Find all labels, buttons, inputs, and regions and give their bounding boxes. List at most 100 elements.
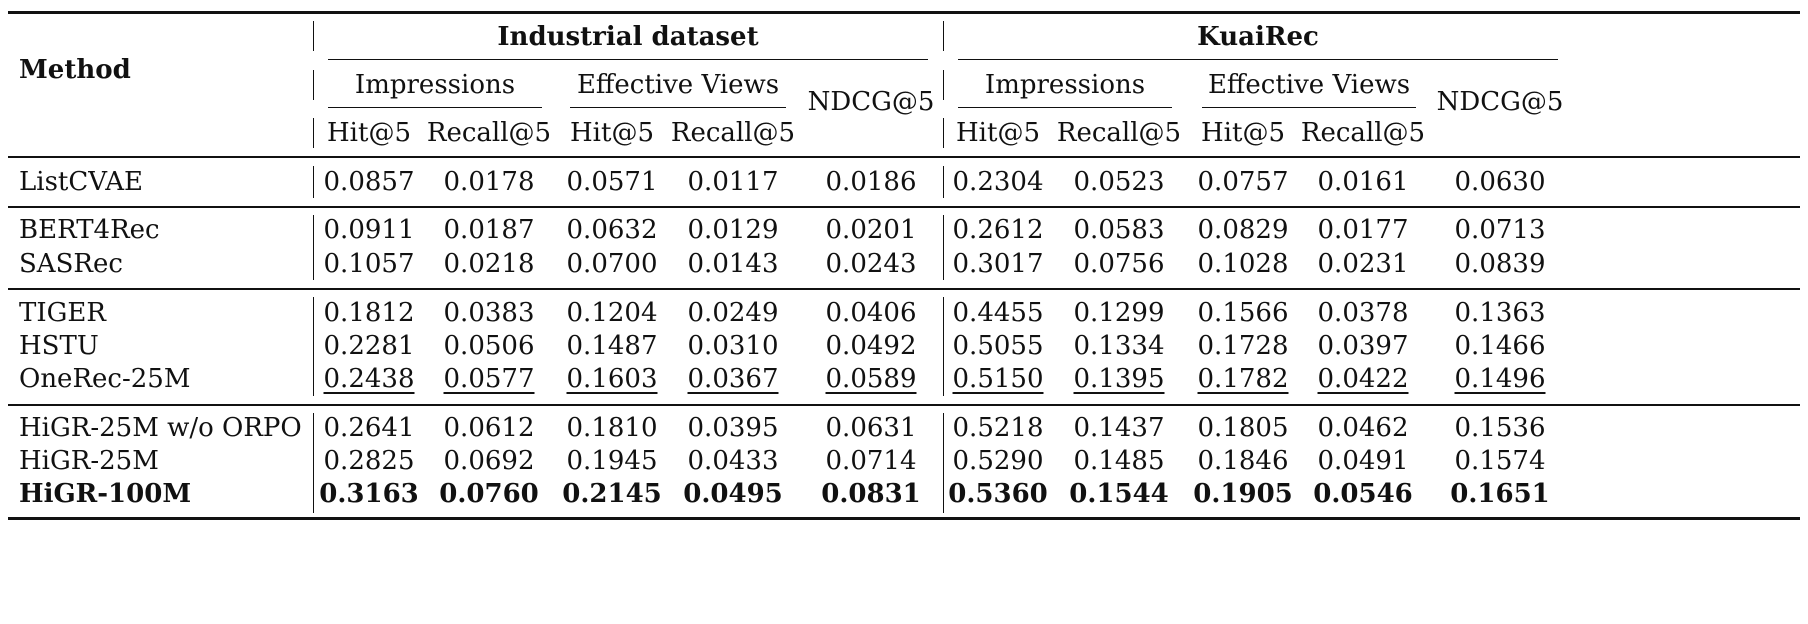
method-header: Method xyxy=(19,55,131,85)
group-rule-2 xyxy=(8,288,1800,290)
value-cell: 0.0612 xyxy=(443,413,535,443)
value-cell: 0.5150 xyxy=(952,364,1044,394)
value-cell: 0.0700 xyxy=(566,249,658,279)
value-cell: 0.5218 xyxy=(952,413,1044,443)
group-header-industrial: Industrial dataset xyxy=(497,22,759,52)
value-cell: 0.0692 xyxy=(443,446,535,476)
value-cell: 0.0243 xyxy=(825,249,917,279)
vsep-body xyxy=(313,413,315,513)
value-cell: 0.0839 xyxy=(1454,249,1546,279)
method-cell: OneRec-25M xyxy=(19,364,191,394)
value-cell: 0.0143 xyxy=(687,249,779,279)
group-header-kuairec: KuaiRec xyxy=(1197,22,1319,52)
value-cell: 0.1810 xyxy=(566,413,658,443)
value-cell: 0.2641 xyxy=(323,413,415,443)
header-mid-rule xyxy=(8,156,1800,158)
value-cell: 0.0857 xyxy=(323,167,415,197)
subgroup-effective-views: Effective Views xyxy=(1207,70,1411,100)
vsep-header xyxy=(943,118,945,148)
subgroup-ndcg: NDCG@5 xyxy=(1436,87,1564,117)
vsep-body xyxy=(313,297,315,396)
method-cell: ListCVAE xyxy=(19,167,144,197)
vsep-body xyxy=(943,166,945,198)
value-cell: 0.0829 xyxy=(1197,215,1289,245)
cmidrule-ind-effective xyxy=(570,107,786,109)
value-cell: 0.2612 xyxy=(952,215,1044,245)
value-cell: 0.0218 xyxy=(443,249,535,279)
value-cell: 0.2825 xyxy=(323,446,415,476)
value-cell: 0.0495 xyxy=(683,479,783,509)
value-cell: 0.0231 xyxy=(1317,249,1409,279)
value-cell: 0.1905 xyxy=(1193,479,1293,509)
value-cell: 0.2304 xyxy=(952,167,1044,197)
value-cell: 0.0630 xyxy=(1454,167,1546,197)
subgroup-impressions: Impressions xyxy=(354,70,516,100)
value-cell: 0.0249 xyxy=(687,298,779,328)
vsep-body xyxy=(313,215,315,280)
cmidrule-kr-impressions xyxy=(958,107,1172,109)
value-cell: 0.2438 xyxy=(323,364,415,394)
value-cell: 0.0310 xyxy=(687,331,779,361)
method-cell: SASRec xyxy=(19,249,123,279)
value-cell: 0.1437 xyxy=(1073,413,1165,443)
value-cell: 0.3017 xyxy=(952,249,1044,279)
value-cell: 0.5360 xyxy=(948,479,1048,509)
cmidrule-kr-effective xyxy=(1202,107,1416,109)
value-cell: 0.0378 xyxy=(1317,298,1409,328)
value-cell: 0.1057 xyxy=(323,249,415,279)
value-cell: 0.1395 xyxy=(1073,364,1165,394)
value-cell: 0.1805 xyxy=(1197,413,1289,443)
vsep-body xyxy=(943,215,945,280)
value-cell: 0.5055 xyxy=(952,331,1044,361)
value-cell: 0.1363 xyxy=(1454,298,1546,328)
method-cell: TIGER xyxy=(19,298,106,328)
metric-header: Hit@5 xyxy=(327,118,411,148)
value-cell: 0.1466 xyxy=(1454,331,1546,361)
value-cell: 0.1536 xyxy=(1454,413,1546,443)
value-cell: 0.1299 xyxy=(1073,298,1165,328)
value-cell: 0.1544 xyxy=(1069,479,1169,509)
value-cell: 0.0406 xyxy=(825,298,917,328)
value-cell: 0.0631 xyxy=(825,413,917,443)
value-cell: 0.0117 xyxy=(687,167,779,197)
value-cell: 0.2145 xyxy=(562,479,662,509)
value-cell: 0.0506 xyxy=(443,331,535,361)
vsep-header xyxy=(313,21,315,51)
value-cell: 0.1603 xyxy=(566,364,658,394)
method-cell: HiGR-25M w/o ORPO xyxy=(19,413,302,443)
vsep-body xyxy=(943,297,945,396)
value-cell: 0.1487 xyxy=(566,331,658,361)
value-cell: 0.0757 xyxy=(1197,167,1289,197)
value-cell: 0.1728 xyxy=(1197,331,1289,361)
method-cell: HiGR-25M xyxy=(19,446,159,476)
vsep-header xyxy=(313,70,315,100)
cmidrule-kuairec xyxy=(958,59,1558,61)
value-cell: 0.0161 xyxy=(1317,167,1409,197)
top-rule xyxy=(8,11,1800,14)
metric-header: Recall@5 xyxy=(1056,118,1182,148)
value-cell: 0.0422 xyxy=(1317,364,1409,394)
vsep-body xyxy=(943,413,945,513)
value-cell: 0.0492 xyxy=(825,331,917,361)
method-cell: HSTU xyxy=(19,331,99,361)
value-cell: 0.1945 xyxy=(566,446,658,476)
value-cell: 0.1574 xyxy=(1454,446,1546,476)
vsep-header xyxy=(313,118,315,148)
value-cell: 0.0367 xyxy=(687,364,779,394)
value-cell: 0.2281 xyxy=(323,331,415,361)
value-cell: 0.0831 xyxy=(821,479,921,509)
subgroup-impressions: Impressions xyxy=(984,70,1146,100)
metric-header: Hit@5 xyxy=(956,118,1040,148)
value-cell: 0.1028 xyxy=(1197,249,1289,279)
value-cell: 0.1812 xyxy=(323,298,415,328)
method-cell: HiGR-100M xyxy=(19,479,192,509)
value-cell: 0.0397 xyxy=(1317,331,1409,361)
value-cell: 0.1204 xyxy=(566,298,658,328)
value-cell: 0.0523 xyxy=(1073,167,1165,197)
value-cell: 0.1782 xyxy=(1197,364,1289,394)
value-cell: 0.0187 xyxy=(443,215,535,245)
value-cell: 0.0186 xyxy=(825,167,917,197)
value-cell: 0.1485 xyxy=(1073,446,1165,476)
group-rule-1 xyxy=(8,206,1800,208)
value-cell: 0.0577 xyxy=(443,364,535,394)
